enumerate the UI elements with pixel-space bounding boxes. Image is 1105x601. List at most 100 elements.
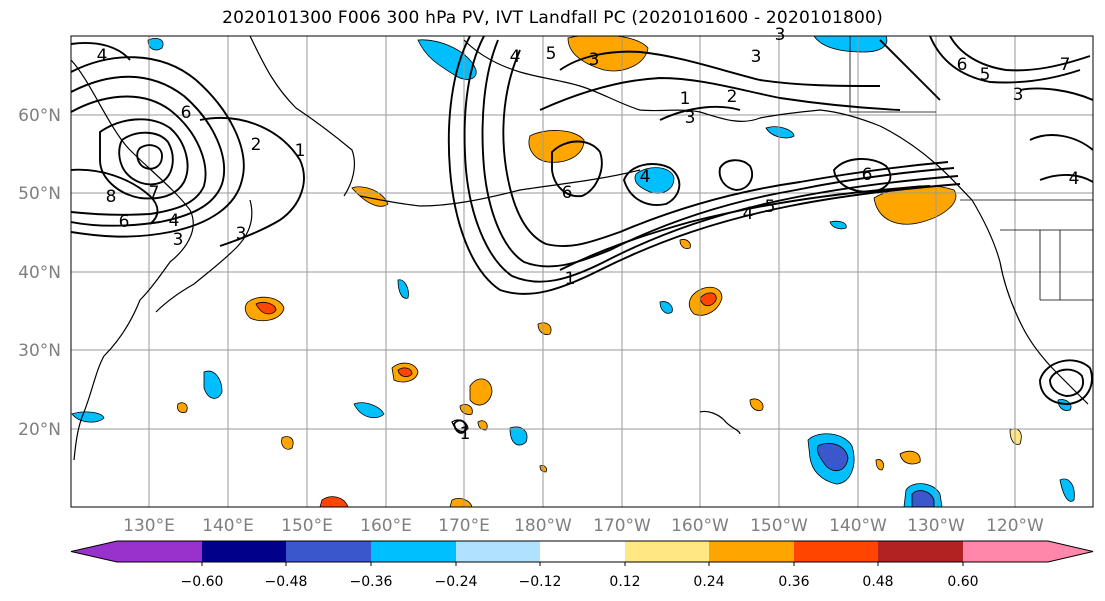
pos-anomaly-blob	[177, 402, 188, 413]
neg-anomaly-blob	[659, 301, 673, 314]
colorbar-bin	[709, 541, 794, 562]
pv-contour	[199, 117, 305, 247]
contour-label: 1	[295, 141, 306, 161]
contour-label: 5	[765, 197, 776, 217]
longitude-labels: 130°E 140°E 150°E 160°E 170°E 180°W 170°…	[123, 516, 1044, 536]
neg-anomaly-blob	[911, 490, 935, 507]
neg-anomaly-blob	[353, 402, 385, 419]
contour-label: 2	[727, 87, 738, 107]
contour-label: 6	[862, 165, 873, 185]
contour-label: 2	[251, 135, 262, 155]
pv-contour	[71, 75, 225, 227]
pv-contours	[71, 36, 1093, 434]
pv-contour	[71, 168, 159, 225]
pos-anomaly-blob	[459, 404, 473, 415]
contour-label: 7	[1060, 55, 1071, 75]
colorbar-outline	[70, 540, 1094, 563]
contour-label: 3	[751, 47, 762, 67]
pv-contour	[879, 39, 941, 101]
neg-anomaly-blob	[634, 167, 675, 194]
colorbar-bin	[540, 541, 625, 562]
contour-labels: 4 3 6 8 7 6 4 3 1 2 5 3 1 2 3 6 4 4 5 6 …	[97, 25, 1080, 444]
contour-label: 4	[97, 46, 108, 66]
pv-contour	[481, 39, 955, 268]
lon-label: 140°W	[829, 516, 887, 536]
contour-label: 3	[1013, 85, 1024, 105]
pv-contour	[447, 36, 961, 295]
neg-anomaly-blob	[417, 39, 477, 80]
political-borders	[849, 36, 1093, 301]
colorbar-tick-label: −0.60	[181, 574, 224, 590]
colorbar-extend-min	[71, 541, 117, 562]
pv-contour	[118, 131, 174, 186]
contour-label: 6	[957, 55, 968, 75]
lat-label: 40°N	[18, 263, 61, 283]
neg-anomaly-blob	[509, 426, 528, 446]
lat-label: 30°N	[18, 341, 61, 361]
colorbar-bin	[625, 541, 709, 562]
colorbar-bin	[456, 541, 540, 562]
colorbar-bin	[117, 541, 202, 562]
hawaii	[699, 410, 741, 435]
colorbar-tick-label: 0.36	[778, 574, 809, 590]
latitude-labels: 60°N 50°N 40°N 30°N 20°N	[18, 106, 61, 440]
pos-anomaly-blob	[319, 496, 349, 507]
coastlines	[71, 36, 1089, 461]
lat-label: 50°N	[18, 184, 61, 204]
lon-label: 150°W	[750, 516, 808, 536]
pos-anomaly-blob	[699, 292, 717, 307]
pv-anomaly-shading	[71, 36, 1075, 507]
pos-anomaly-blob	[351, 186, 389, 207]
pv-contour	[71, 95, 207, 216]
contour-label: 3	[236, 224, 247, 244]
pv-contour	[551, 140, 603, 198]
border-alaska-canada	[849, 36, 936, 113]
colorbar-bin	[794, 541, 878, 562]
pos-anomaly-blob	[449, 498, 473, 507]
pv-contour	[539, 77, 901, 111]
lon-label: 150°E	[281, 516, 333, 536]
pos-anomaly-blob	[397, 367, 413, 378]
contour-label: 4	[743, 204, 754, 224]
pos-anomaly-blob	[255, 302, 277, 315]
contour-label: 3	[775, 25, 786, 45]
lon-label: 180°W	[514, 516, 572, 536]
neg-anomaly-blob	[397, 279, 409, 299]
contour-label: 8	[106, 187, 117, 207]
contour-label: 5	[980, 65, 991, 85]
neg-anomaly-blob	[1059, 478, 1075, 502]
colorbar-tick-labels: −0.60 −0.48 −0.36 −0.24 −0.12 0.12 0.24 …	[181, 574, 979, 590]
pos-anomaly-blob	[679, 239, 691, 249]
lon-label: 130°W	[907, 516, 965, 536]
lat-label: 20°N	[18, 420, 61, 440]
colorbar-bin	[286, 541, 371, 562]
colorbar-tick-label: 0.48	[862, 574, 893, 590]
contour-label: 1	[680, 89, 691, 109]
pv-contour	[71, 42, 131, 61]
pos-anomaly-blob	[477, 420, 488, 431]
lon-label: 160°W	[671, 516, 729, 536]
chart-title: 2020101300 F006 300 hPa PV, IVT Landfall…	[222, 8, 883, 28]
pos-anomaly-blob	[899, 450, 921, 465]
colorbar: −0.60 −0.48 −0.36 −0.24 −0.12 0.12 0.24 …	[70, 540, 1094, 590]
island-chain	[359, 169, 641, 207]
contour-label: 6	[181, 103, 192, 123]
pv-contour	[71, 56, 245, 238]
contour-label: 1	[565, 269, 576, 289]
pv-contour	[659, 105, 741, 121]
pv-contour	[559, 185, 931, 271]
contour-label: 6	[562, 183, 573, 203]
colorbar-tick-label: 0.12	[609, 574, 640, 590]
colorbar-bin	[371, 541, 456, 562]
colorbar-tick-label: 0.60	[947, 574, 978, 590]
pv-contour	[1039, 174, 1093, 183]
pv-contour	[559, 50, 881, 87]
pv-contour	[1019, 87, 1093, 101]
colorbar-tick-label: 0.24	[693, 574, 724, 590]
colorbar-tick-label: −0.48	[265, 574, 308, 590]
lon-label: 130°E	[123, 516, 175, 536]
pos-anomaly-blob	[537, 322, 552, 335]
pv-contour	[929, 36, 1081, 84]
pv-contour	[832, 158, 892, 193]
pos-anomaly-blob	[875, 459, 884, 471]
